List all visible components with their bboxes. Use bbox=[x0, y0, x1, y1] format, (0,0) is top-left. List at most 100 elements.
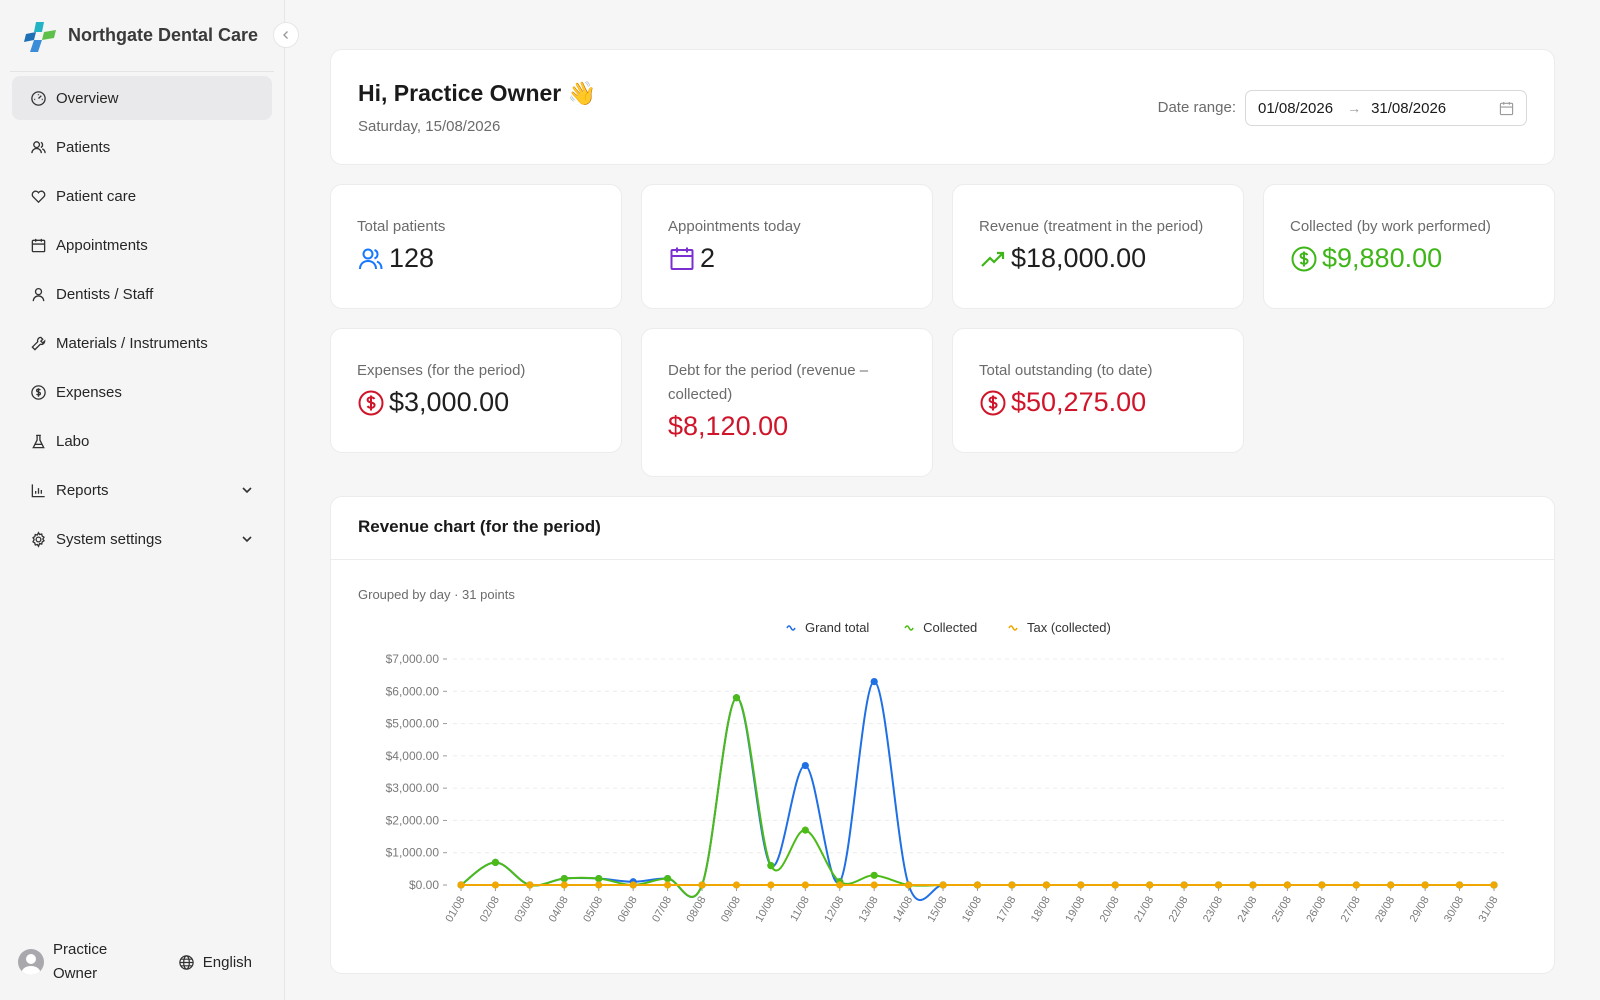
date-range-picker[interactable]: 01/08/2026 → 31/08/2026 bbox=[1245, 90, 1527, 126]
user-icon bbox=[32, 287, 45, 301]
x-tick-label: 06/08 bbox=[616, 895, 640, 925]
y-tick-label: $7,000.00 bbox=[386, 652, 440, 666]
language-label: English bbox=[202, 953, 252, 971]
data-point bbox=[1421, 881, 1429, 889]
date-range-label: Date range: bbox=[1157, 99, 1236, 116]
legend-item: Tax (collected) bbox=[1008, 620, 1111, 635]
x-tick-label: 04/08 bbox=[547, 895, 571, 925]
sidebar-item-patient-care[interactable]: Patient care bbox=[12, 174, 272, 218]
calendar-icon[interactable] bbox=[1499, 101, 1514, 116]
dollar-circle-icon bbox=[1291, 246, 1317, 271]
data-point bbox=[1455, 881, 1464, 889]
sidebar-item-materials-instruments[interactable]: Materials / Instruments bbox=[12, 321, 272, 365]
stat-number: $50,275.00 bbox=[1011, 387, 1147, 417]
dollar-circle-icon bbox=[980, 390, 1006, 415]
data-point bbox=[698, 881, 706, 889]
sidebar-item-label: Reports bbox=[56, 481, 109, 499]
stat-value: 2 bbox=[668, 243, 715, 274]
stat-number: 2 bbox=[700, 243, 716, 273]
chart-title: Revenue chart (for the period) bbox=[358, 517, 601, 536]
stat-card-total-outstanding: Total outstanding (to date) $50,275.00 bbox=[952, 328, 1244, 453]
data-point bbox=[491, 858, 500, 866]
data-point bbox=[1180, 881, 1188, 889]
x-tick-label: 02/08 bbox=[478, 895, 502, 925]
collapse-sidebar-button[interactable] bbox=[273, 22, 299, 48]
brand[interactable]: Northgate Dental Care bbox=[10, 0, 274, 72]
stat-label: Total outstanding (to date) bbox=[979, 362, 1153, 379]
x-tick-label: 31/08 bbox=[1476, 895, 1500, 925]
data-point bbox=[1283, 881, 1291, 889]
data-point bbox=[939, 881, 947, 889]
x-tick-label: 16/08 bbox=[960, 895, 984, 925]
data-point bbox=[560, 881, 568, 889]
legend-label: Tax (collected) bbox=[1027, 620, 1111, 635]
stat-card-debt: Debt for the period (revenue – collected… bbox=[641, 328, 933, 477]
x-tick-label: 11/08 bbox=[788, 895, 812, 924]
stat-card-total-patients: Total patients 128 bbox=[330, 184, 622, 309]
data-point bbox=[1111, 881, 1119, 889]
greeting-card: Hi, Practice Owner 👋 Saturday, 15/08/202… bbox=[330, 49, 1555, 165]
stat-card-appointments-today: Appointments today 2 bbox=[641, 184, 933, 309]
stat-number: $18,000.00 bbox=[1011, 243, 1147, 273]
dashboard-icon bbox=[31, 90, 46, 106]
users-icon bbox=[359, 248, 383, 269]
data-point bbox=[767, 862, 775, 870]
stat-label: Collected (by work performed) bbox=[1290, 218, 1491, 235]
data-point bbox=[1146, 881, 1154, 889]
x-tick-label: 13/08 bbox=[857, 895, 881, 925]
x-tick-label: 19/08 bbox=[1063, 895, 1087, 925]
chevron-down-icon bbox=[242, 536, 252, 543]
y-tick-label: $1,000.00 bbox=[386, 846, 440, 860]
x-tick-label: 29/08 bbox=[1408, 895, 1432, 925]
data-point bbox=[767, 881, 775, 889]
brand-name: Northgate Dental Care bbox=[68, 25, 259, 45]
language-selector[interactable]: English bbox=[178, 954, 252, 971]
stat-card-revenue: Revenue (treatment in the period) $18,00… bbox=[952, 184, 1244, 309]
arrow-right-icon: → bbox=[1347, 100, 1362, 116]
chevron-down-icon bbox=[242, 487, 252, 494]
y-tick-label: $6,000.00 bbox=[386, 684, 440, 698]
stat-card-collected: Collected (by work performed) $9,880.00 bbox=[1263, 184, 1555, 309]
legend-swatch bbox=[1008, 625, 1018, 631]
data-point bbox=[491, 881, 500, 889]
sidebar-item-label: Patient care bbox=[56, 187, 137, 205]
legend-label: Grand total bbox=[805, 620, 869, 635]
legend-label: Collected bbox=[923, 620, 977, 635]
y-tick-label: $0.00 bbox=[409, 878, 439, 892]
x-tick-label: 01/08 bbox=[443, 895, 467, 925]
data-point bbox=[1490, 881, 1498, 889]
x-tick-label: 08/08 bbox=[684, 895, 708, 925]
sidebar-item-system-settings[interactable]: System settings bbox=[12, 517, 272, 561]
sidebar-item-overview[interactable]: Overview bbox=[12, 76, 272, 120]
sidebar-item-dentists-staff[interactable]: Dentists / Staff bbox=[12, 272, 272, 316]
data-point bbox=[870, 871, 878, 879]
revenue-line-chart[interactable]: Grand total Collected Tax (collected) $0.00… bbox=[331, 617, 1556, 967]
data-point bbox=[664, 874, 672, 883]
stat-label: Debt for the period (revenue – collected… bbox=[668, 362, 869, 403]
x-tick-label: 07/08 bbox=[650, 895, 674, 925]
data-point bbox=[732, 694, 741, 702]
user-name[interactable]: Practice Owner bbox=[53, 941, 108, 982]
sidebar-item-patients[interactable]: Patients bbox=[12, 125, 272, 169]
sidebar-item-expenses[interactable]: Expenses bbox=[12, 370, 272, 414]
x-tick-label: 24/08 bbox=[1235, 895, 1259, 925]
sidebar-item-labo[interactable]: Labo bbox=[12, 419, 272, 463]
x-tick-label: 10/08 bbox=[753, 895, 777, 925]
x-tick-label: 21/08 bbox=[1132, 895, 1156, 925]
date-to-input[interactable]: 31/08/2026 bbox=[1371, 99, 1447, 117]
sidebar-item-appointments[interactable]: Appointments bbox=[12, 223, 272, 267]
sidebar-item-reports[interactable]: Reports bbox=[12, 468, 272, 512]
legend-swatch bbox=[786, 625, 796, 631]
sidebar-item-label: Materials / Instruments bbox=[56, 334, 208, 352]
sidebar-item-label: System settings bbox=[56, 530, 162, 548]
data-point bbox=[1249, 881, 1257, 889]
sidebar-item-label: Dentists / Staff bbox=[56, 285, 154, 303]
x-tick-label: 15/08 bbox=[926, 895, 950, 925]
sidebar-item-label: Patients bbox=[56, 138, 111, 156]
data-point bbox=[664, 881, 672, 889]
avatar[interactable] bbox=[18, 949, 44, 975]
date-from-input[interactable]: 01/08/2026 bbox=[1258, 99, 1334, 117]
stat-number: $8,120.00 bbox=[668, 411, 789, 441]
x-tick-label: 20/08 bbox=[1098, 895, 1122, 925]
flask-icon bbox=[32, 434, 45, 448]
